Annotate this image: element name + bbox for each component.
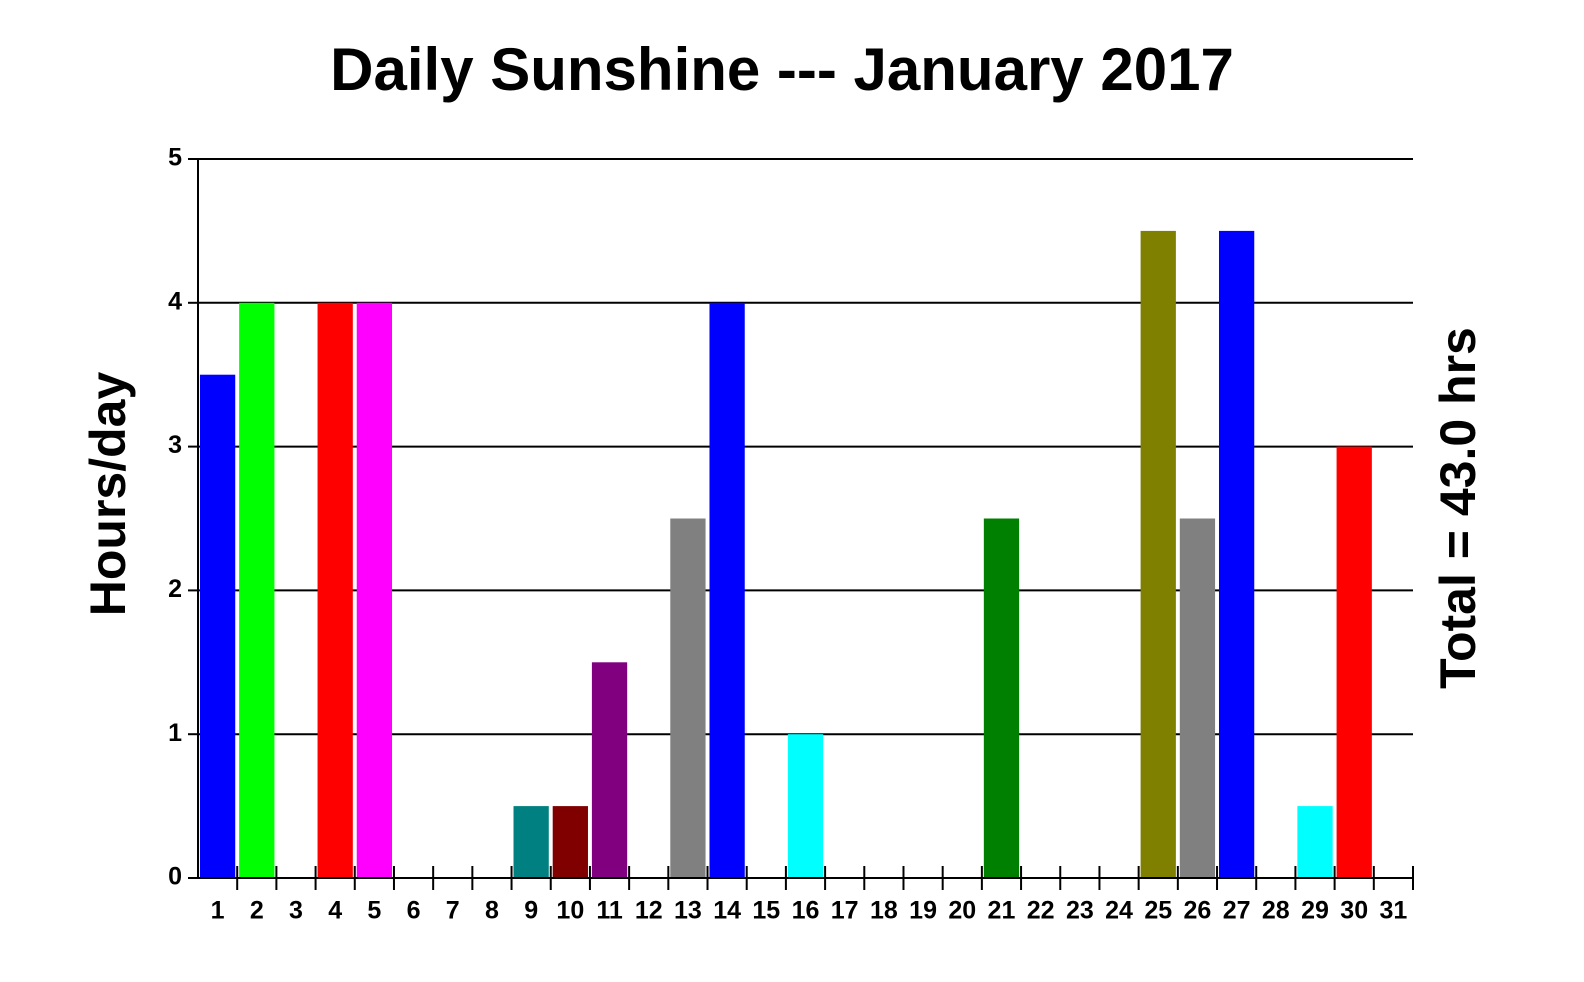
x-tick-label: 30: [1340, 897, 1368, 925]
x-tick-label: 20: [948, 897, 976, 925]
x-tick-label: 8: [485, 897, 499, 925]
bar: [199, 374, 236, 878]
x-tick-label: 7: [446, 897, 460, 925]
bar: [317, 302, 353, 878]
x-tick-label: 15: [752, 897, 780, 925]
x-tick-label: 22: [1027, 897, 1055, 925]
x-tick-label: 11: [596, 897, 623, 925]
x-tick-label: 17: [831, 897, 859, 925]
bar: [1336, 446, 1372, 878]
y-axis-label: Hours/day: [80, 372, 136, 617]
y-tick-label: 2: [168, 575, 182, 603]
y-tick-label: 3: [168, 431, 182, 459]
x-tick-label: 31: [1379, 897, 1407, 925]
x-tick-label: 24: [1105, 897, 1133, 925]
x-tick-label: 14: [713, 897, 741, 925]
bar: [709, 302, 745, 878]
bar: [513, 806, 549, 878]
bar: [1140, 230, 1176, 878]
x-tick-label: 18: [870, 897, 898, 925]
y-tick-label: 1: [168, 719, 182, 747]
bar: [1218, 230, 1255, 878]
chart-title: Daily Sunshine --- January 2017: [330, 36, 1234, 103]
bar: [983, 518, 1020, 878]
total-annotation: Total = 43.0 hrs: [1430, 327, 1486, 689]
x-tick-label: 23: [1066, 897, 1094, 925]
x-tick-label: 21: [988, 897, 1016, 925]
bar: [670, 518, 706, 878]
bar: [1297, 806, 1333, 878]
x-tick-label: 1: [211, 897, 225, 925]
x-tick-label: 12: [635, 897, 663, 925]
x-tick-label: 2: [250, 897, 264, 925]
y-tick-label: 4: [168, 287, 182, 315]
bar: [356, 302, 393, 878]
x-tick-label: 27: [1223, 897, 1251, 925]
x-tick-label: 10: [556, 897, 584, 925]
x-tick-label: 19: [909, 897, 937, 925]
bar: [787, 734, 824, 878]
x-tick-label: 9: [524, 897, 538, 925]
bar: [239, 302, 275, 878]
bar: [1179, 518, 1216, 878]
x-tick-label: 29: [1301, 897, 1329, 925]
bar: [591, 662, 628, 878]
y-tick-label: 5: [168, 144, 182, 172]
x-tick-label: 13: [674, 897, 702, 925]
x-tick-label: 25: [1144, 897, 1172, 925]
y-tick-label: 0: [168, 863, 182, 891]
x-tick-label: 4: [328, 897, 342, 925]
x-tick-label: 3: [289, 897, 303, 925]
x-tick-label: 16: [792, 897, 820, 925]
x-tick-label: 28: [1262, 897, 1290, 925]
bar: [552, 806, 588, 878]
x-tick-label: 5: [367, 897, 381, 925]
x-tick-label: 26: [1184, 897, 1212, 925]
x-tick-label: 6: [407, 897, 421, 925]
